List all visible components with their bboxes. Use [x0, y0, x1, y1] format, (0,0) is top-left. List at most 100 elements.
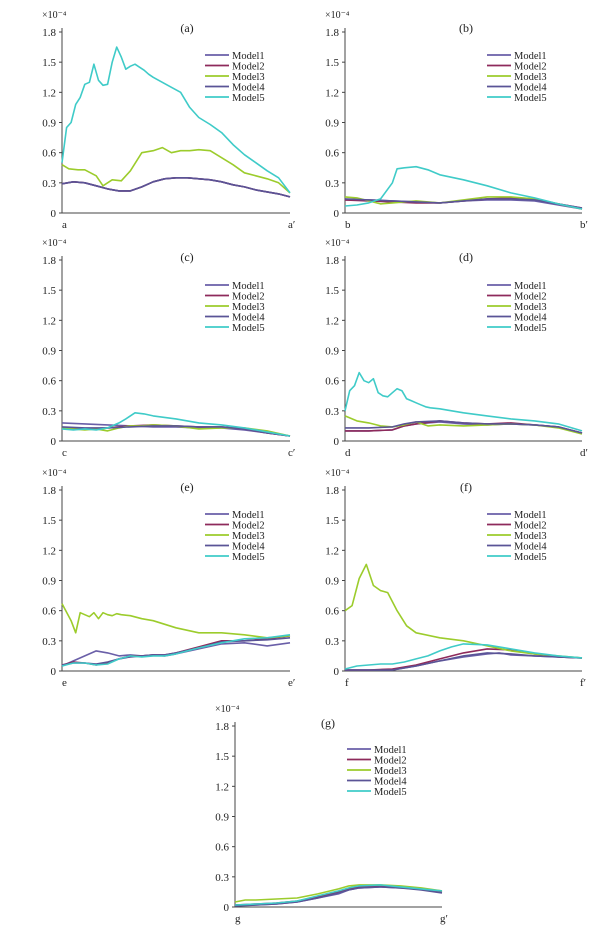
legend-label: Model3: [514, 302, 547, 313]
series-line-model3: [61, 146, 291, 194]
series-line-model5: [344, 165, 583, 210]
y-tick-label: 1.8: [215, 721, 229, 733]
y-exponent-label: ×10⁻⁴: [325, 468, 350, 479]
panel-c: 00.30.60.91.21.51.8×10⁻⁴(c)c c′Model1Mode…: [42, 238, 295, 459]
y-tick-label: 1.8: [42, 27, 56, 39]
y-tick-label: 1.8: [325, 27, 339, 39]
panel-a: 00.30.60.91.21.51.8×10⁻⁴(a)a a′Model1Mode…: [42, 10, 295, 231]
y-tick-label: 0.3: [42, 406, 56, 418]
x-tick-label-right: g′: [440, 913, 448, 925]
y-tick-label: 1.2: [325, 545, 339, 557]
y-tick-label: 0.6: [215, 842, 229, 854]
series-line-model5: [344, 371, 583, 432]
y-tick-label: 1.5: [42, 57, 56, 69]
y-exponent-label: ×10⁻⁴: [215, 704, 240, 715]
series-line-model3: [234, 884, 443, 903]
series-line-model4: [61, 177, 291, 198]
y-tick-label: 0.3: [325, 406, 339, 418]
series-line-model5: [61, 634, 291, 667]
legend-label: Model1: [514, 510, 547, 521]
y-tick-label: 0: [334, 666, 340, 678]
x-tick-label-right: f′: [580, 677, 586, 689]
panel-title: (a): [180, 21, 193, 35]
y-tick-label: 0.9: [42, 346, 56, 358]
legend-label: Model1: [514, 51, 547, 62]
y-tick-label: 0.6: [42, 606, 56, 618]
panel-d: 00.30.60.91.21.51.8×10⁻⁴(d)d d′Model1Mode…: [325, 238, 588, 459]
legend-label: Model4: [514, 313, 547, 324]
y-tick-label: 0.6: [42, 376, 56, 388]
legend-label: Model3: [232, 72, 265, 83]
series-line-model3: [344, 563, 583, 659]
legend-label: Model5: [232, 323, 265, 334]
y-exponent-label: ×10⁻⁴: [42, 10, 67, 21]
panel-title: (f): [460, 480, 472, 494]
y-tick-label: 1.2: [42, 545, 56, 557]
panel-f: 00.30.60.91.21.51.8×10⁻⁴(f)f f′Model1Mode…: [325, 468, 586, 689]
x-tick-label-right: a′: [288, 219, 295, 231]
y-tick-label: 0.3: [325, 636, 339, 648]
y-tick-label: 0.9: [215, 812, 229, 824]
panel-g: 00.30.60.91.21.51.8×10⁻⁴(g)g g′Model1Mode…: [215, 704, 448, 925]
y-tick-label: 0.3: [215, 872, 229, 884]
y-tick-label: 0.6: [325, 606, 339, 618]
legend-label: Model4: [514, 83, 547, 94]
series-line-model4: [61, 425, 291, 437]
panel-title: (d): [459, 250, 473, 264]
series-line-model4: [344, 198, 583, 209]
x-tick-label-right: c′: [288, 447, 295, 459]
legend-label: Model4: [232, 83, 265, 94]
series-line-model4: [234, 886, 443, 907]
legend-label: Model1: [514, 281, 547, 292]
legend-label: Model4: [232, 313, 265, 324]
legend-label: Model2: [374, 756, 407, 767]
legend-label: Model5: [514, 552, 547, 563]
y-tick-label: 0.6: [42, 148, 56, 160]
y-tick-label: 1.2: [42, 315, 56, 327]
y-tick-label: 0.9: [325, 576, 339, 588]
panel-title: (g): [321, 716, 335, 730]
y-tick-label: 0: [51, 666, 57, 678]
legend-label: Model4: [374, 777, 407, 788]
legend-label: Model4: [232, 542, 265, 553]
y-tick-label: 0.6: [325, 376, 339, 388]
y-tick-label: 0: [224, 902, 230, 914]
legend-label: Model1: [232, 281, 265, 292]
y-tick-label: 1.2: [42, 87, 56, 99]
y-exponent-label: ×10⁻⁴: [325, 238, 350, 249]
series-line-model3: [344, 415, 583, 435]
panel-b: 00.30.60.91.21.51.8×10⁻⁴(b)b b′Model1Mode…: [325, 10, 588, 231]
y-tick-label: 1.5: [215, 751, 229, 763]
y-tick-label: 0.9: [42, 576, 56, 588]
y-exponent-label: ×10⁻⁴: [325, 10, 350, 21]
y-tick-label: 0.9: [325, 346, 339, 358]
y-tick-label: 1.5: [325, 57, 339, 69]
legend-label: Model5: [232, 552, 265, 563]
y-tick-label: 1.5: [42, 515, 56, 527]
legend-label: Model2: [232, 292, 265, 303]
x-tick-label-left: b: [345, 219, 351, 231]
y-tick-label: 0: [334, 436, 340, 448]
series-line-model4: [345, 652, 583, 671]
series-line-model2: [61, 177, 291, 198]
legend-label: Model2: [514, 521, 547, 532]
panel-title: (b): [459, 21, 473, 35]
legend-label: Model4: [514, 542, 547, 553]
legend-label: Model2: [514, 292, 547, 303]
y-tick-label: 1.2: [215, 781, 229, 793]
series-line-model2: [345, 648, 583, 671]
panel-title: (c): [180, 250, 193, 264]
y-tick-label: 0: [51, 208, 57, 220]
y-tick-label: 0: [334, 208, 340, 220]
legend-label: Model5: [232, 93, 265, 104]
x-tick-label-left: d: [345, 447, 351, 459]
x-tick-label-right: d′: [580, 447, 588, 459]
y-tick-label: 1.8: [42, 485, 56, 497]
y-exponent-label: ×10⁻⁴: [42, 468, 67, 479]
